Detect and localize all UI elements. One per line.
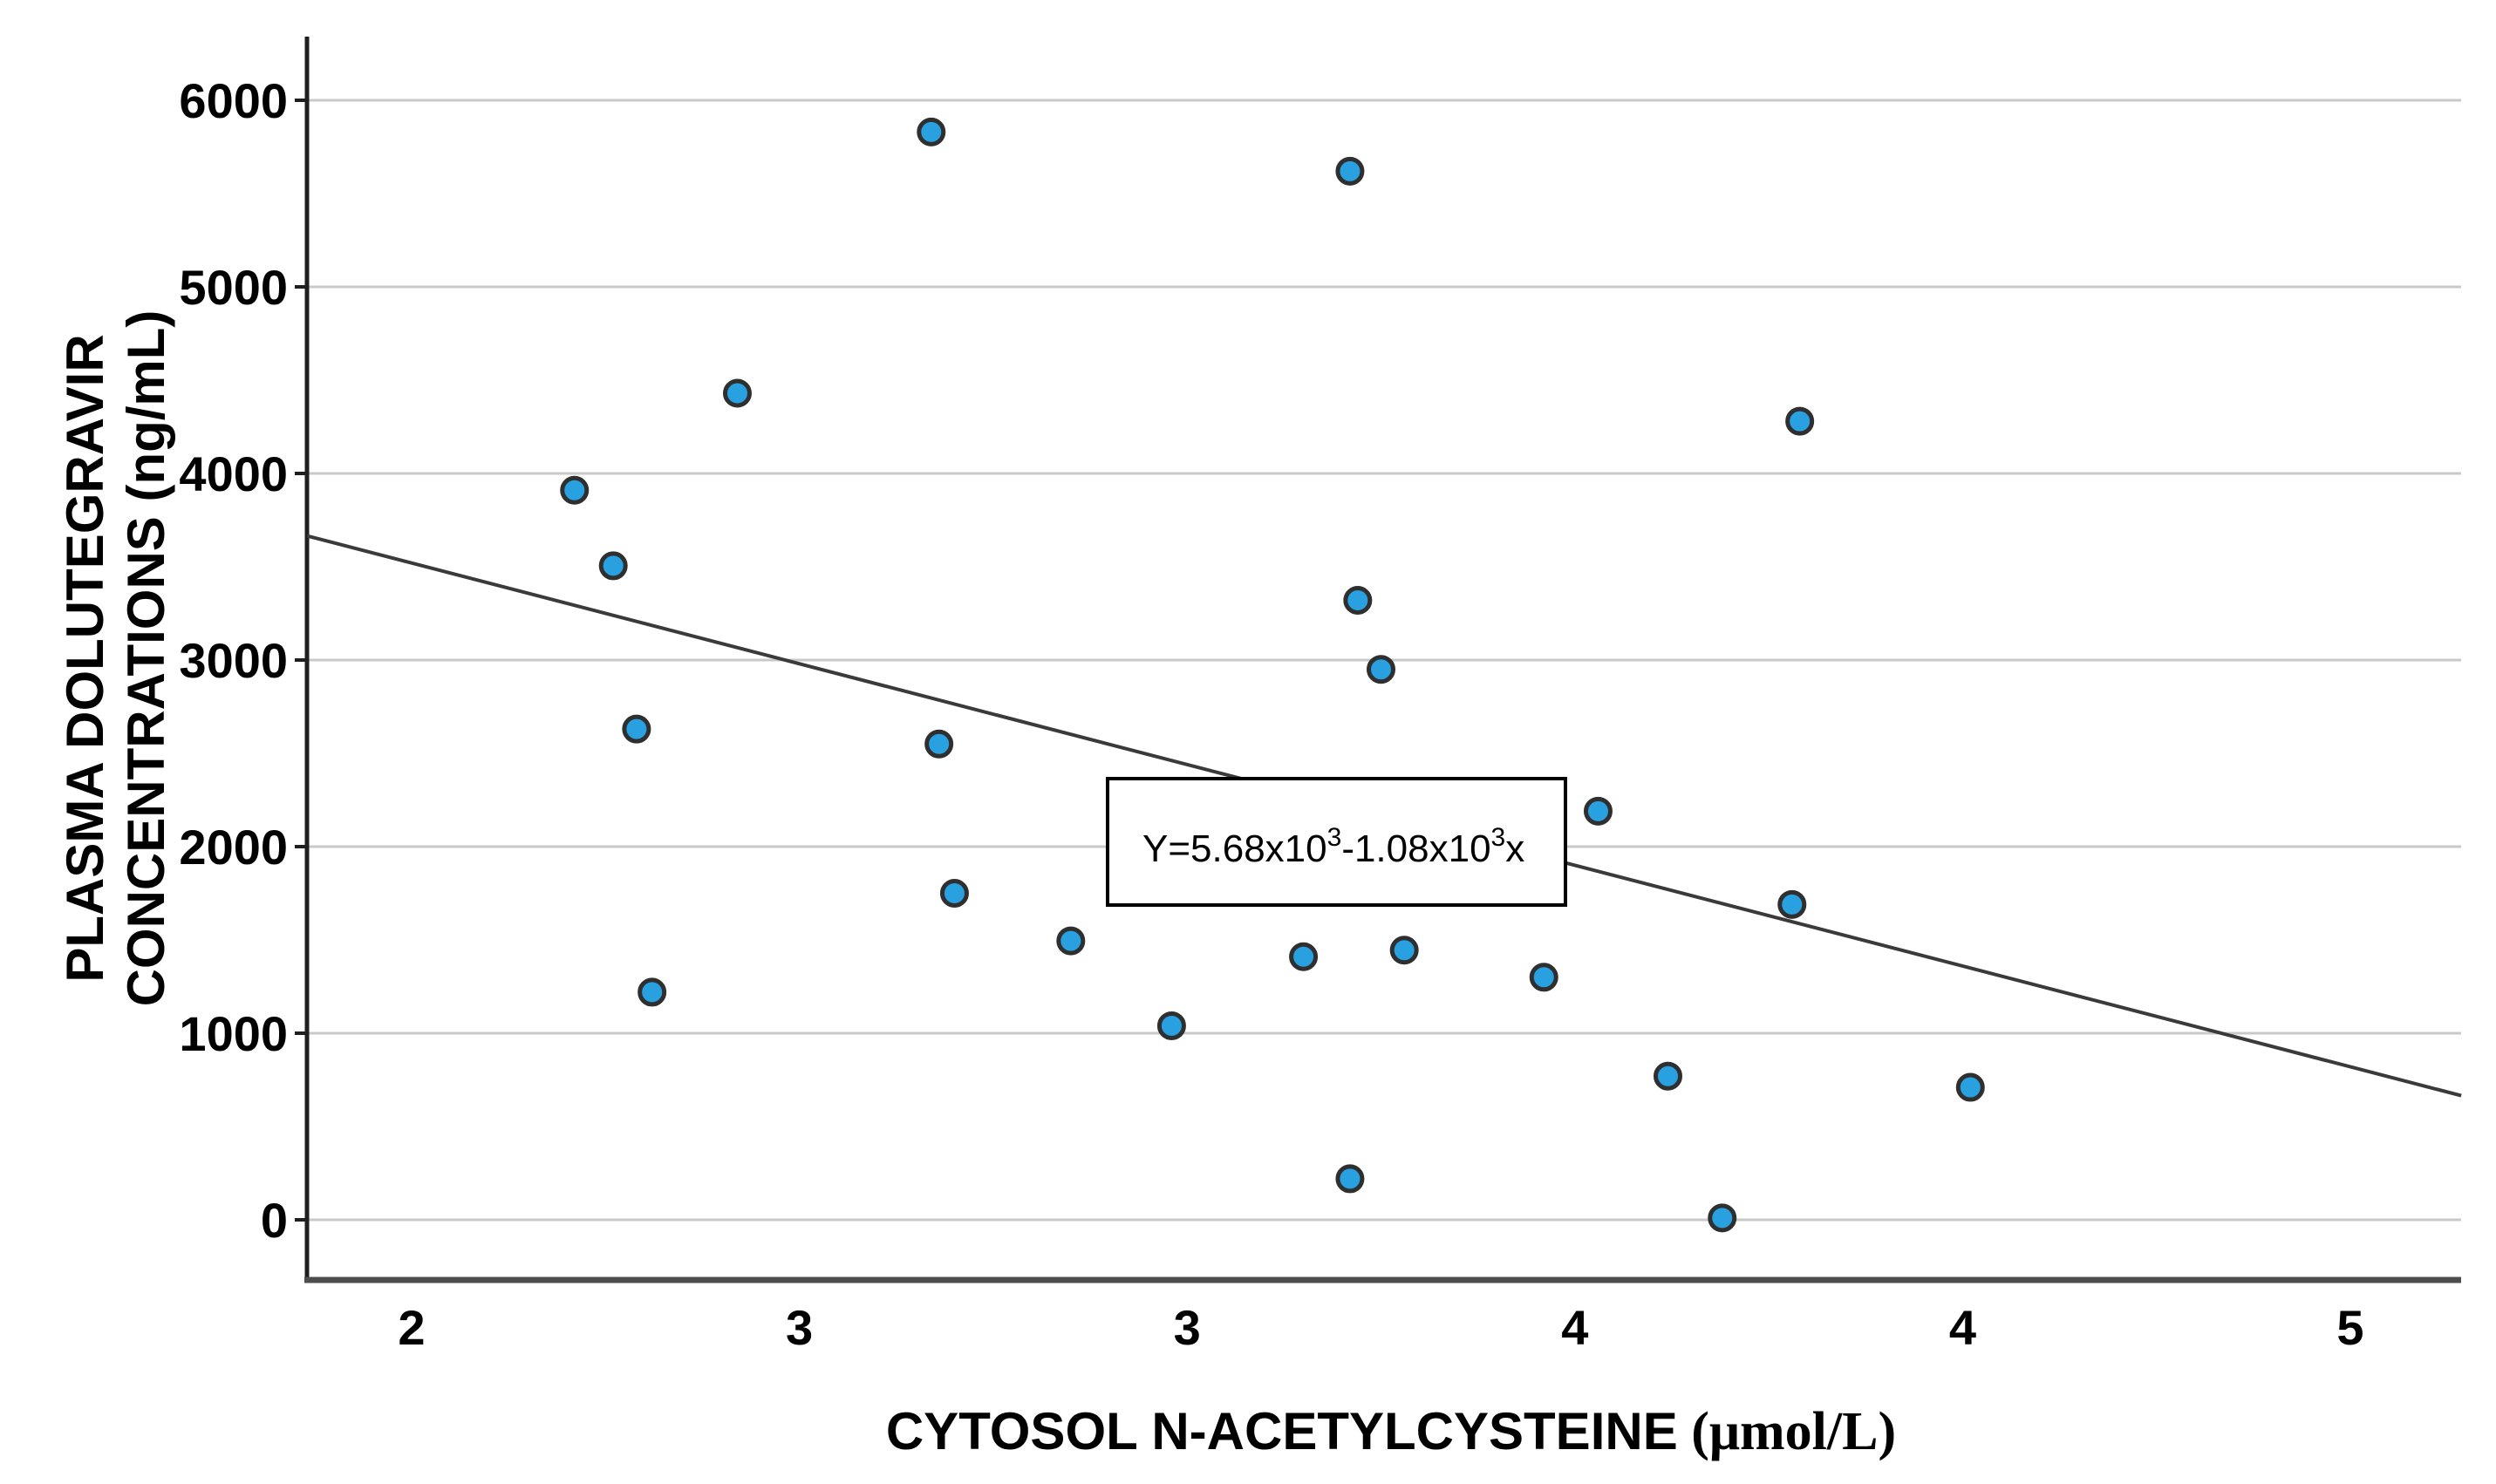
data-point <box>1289 942 1319 971</box>
y-tick-label: 2000 <box>179 820 288 875</box>
data-point <box>1583 796 1613 826</box>
x-tick-label: 3 <box>1174 1300 1201 1355</box>
data-point <box>924 729 954 759</box>
data-point <box>722 378 752 408</box>
data-point <box>1056 926 1086 956</box>
y-axis-title-line1: PLASMA DOLUTEGRAVIR <box>56 334 114 982</box>
x-tick-label: 2 <box>398 1300 425 1355</box>
data-point <box>1955 1072 1985 1102</box>
y-tick-label: 1000 <box>179 1006 288 1061</box>
data-point <box>1343 586 1373 616</box>
equation-annotation: Y=5.68x103​-1.08x103​x <box>1106 777 1567 907</box>
data-point <box>598 551 628 581</box>
y-tick-label: 5000 <box>179 260 288 315</box>
data-point <box>1777 889 1807 919</box>
data-point <box>622 714 651 744</box>
data-point <box>1156 1011 1186 1040</box>
data-point <box>1335 156 1365 186</box>
data-point <box>1785 406 1815 436</box>
data-point <box>1708 1203 1737 1233</box>
data-point <box>917 117 946 146</box>
data-point <box>638 977 667 1007</box>
y-tick-label: 3000 <box>179 633 288 688</box>
points-layer <box>560 117 1985 1233</box>
y-tick-label: 0 <box>261 1193 288 1248</box>
axis-titles: PLASMA DOLUTEGRAVIR CONCENTRATIONS (ng/mL… <box>56 310 1896 1461</box>
x-tick-label: 4 <box>1949 1300 1976 1355</box>
data-point <box>560 475 590 505</box>
y-tick-label: 4000 <box>179 446 288 501</box>
y-tick-label: 6000 <box>179 73 288 128</box>
x-axis-title: CYTOSOL N-ACETYLCYSTEINE (μmol/L) <box>886 1402 1896 1461</box>
x-tick-label: 3 <box>786 1300 813 1355</box>
x-tick-label: 5 <box>2336 1300 2363 1355</box>
equation-label: Y=5.68x103​-1.08x103​x <box>1142 823 1524 870</box>
x-tick-label: 4 <box>1561 1300 1588 1355</box>
data-point <box>1367 655 1395 684</box>
data-point <box>1529 963 1558 992</box>
data-point <box>1654 1061 1683 1091</box>
y-axis-title-line2: CONCENTRATIONS (ng/mL) <box>117 310 175 1007</box>
equation-box <box>1106 777 1567 907</box>
data-point <box>939 879 969 908</box>
data-point <box>1389 936 1419 965</box>
data-point <box>1335 1164 1365 1194</box>
axes-layer: 0 1000 2000 3000 4000 5000 6000 2 3 3 4 4 5 <box>179 37 2461 1355</box>
